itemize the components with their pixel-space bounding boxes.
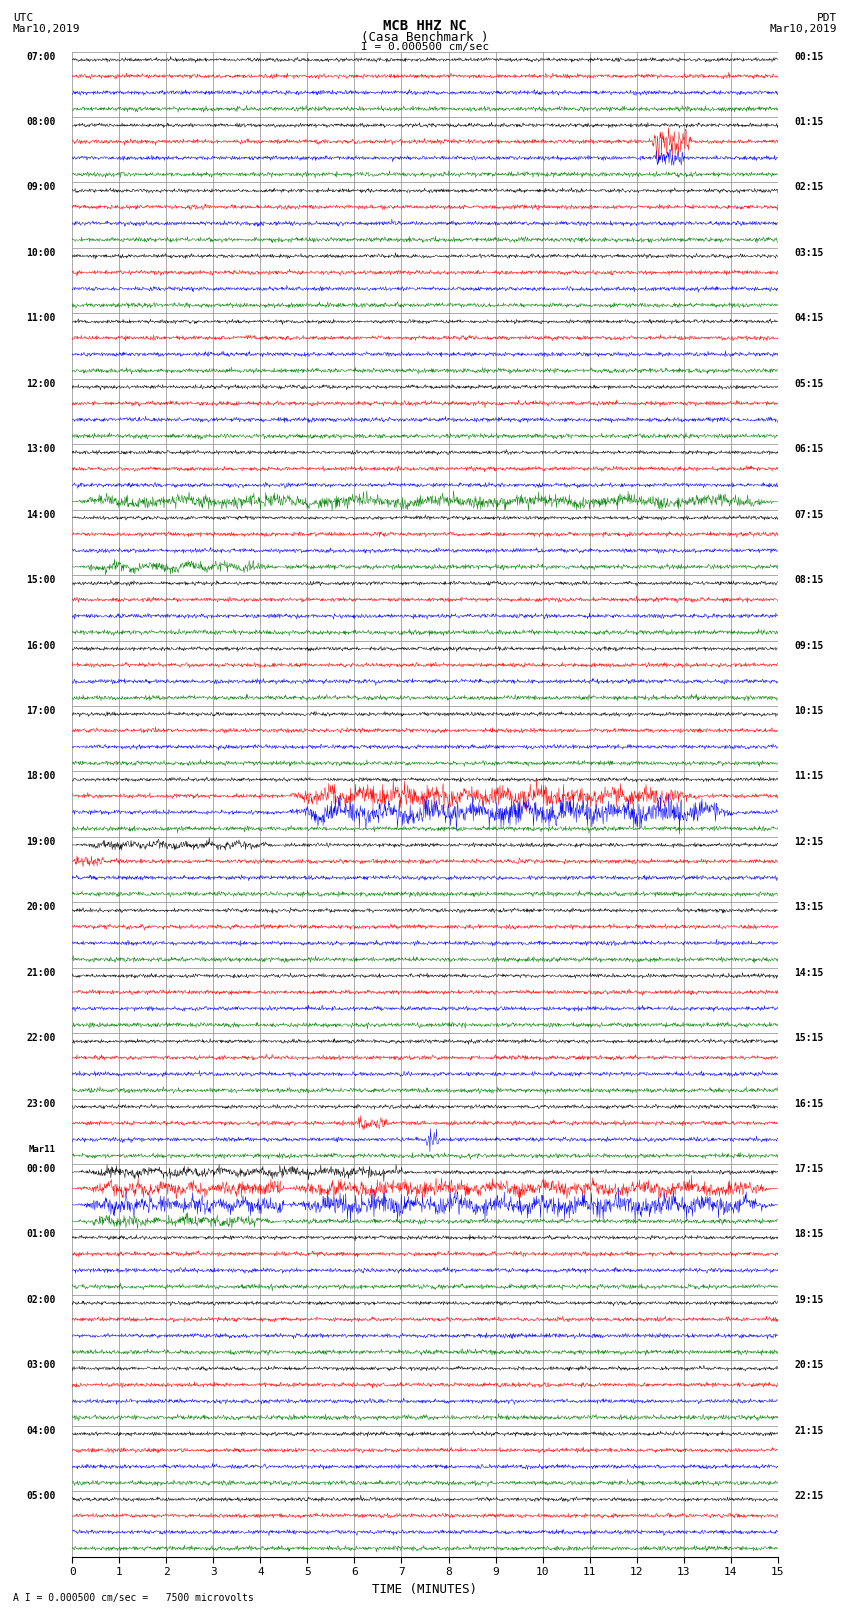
Text: MCB HHZ NC: MCB HHZ NC — [383, 19, 467, 34]
Text: 18:15: 18:15 — [794, 1229, 824, 1239]
Text: 22:15: 22:15 — [794, 1490, 824, 1502]
Text: 07:00: 07:00 — [26, 52, 56, 61]
Text: 05:15: 05:15 — [794, 379, 824, 389]
Text: 12:00: 12:00 — [26, 379, 56, 389]
Text: 20:00: 20:00 — [26, 902, 56, 913]
Text: 20:15: 20:15 — [794, 1360, 824, 1371]
Text: 03:15: 03:15 — [794, 248, 824, 258]
Text: 19:00: 19:00 — [26, 837, 56, 847]
Text: 10:15: 10:15 — [794, 706, 824, 716]
Text: A I = 0.000500 cm/sec =   7500 microvolts: A I = 0.000500 cm/sec = 7500 microvolts — [13, 1594, 253, 1603]
Text: 08:00: 08:00 — [26, 118, 56, 127]
Text: 11:00: 11:00 — [26, 313, 56, 323]
Text: 06:15: 06:15 — [794, 444, 824, 455]
Text: 05:00: 05:00 — [26, 1490, 56, 1502]
Text: PDT: PDT — [817, 13, 837, 23]
Text: 16:00: 16:00 — [26, 640, 56, 650]
Text: 16:15: 16:15 — [794, 1098, 824, 1108]
Text: Mar10,2019: Mar10,2019 — [770, 24, 837, 34]
Text: 22:00: 22:00 — [26, 1032, 56, 1044]
Text: 11:15: 11:15 — [794, 771, 824, 781]
Text: 14:00: 14:00 — [26, 510, 56, 519]
Text: 02:15: 02:15 — [794, 182, 824, 192]
Text: 23:00: 23:00 — [26, 1098, 56, 1108]
Text: 02:00: 02:00 — [26, 1295, 56, 1305]
Text: 15:00: 15:00 — [26, 576, 56, 586]
Text: 13:00: 13:00 — [26, 444, 56, 455]
Text: 18:00: 18:00 — [26, 771, 56, 781]
Text: 15:15: 15:15 — [794, 1032, 824, 1044]
Text: 21:00: 21:00 — [26, 968, 56, 977]
Text: 00:15: 00:15 — [794, 52, 824, 61]
Text: UTC: UTC — [13, 13, 33, 23]
Text: (Casa Benchmark ): (Casa Benchmark ) — [361, 31, 489, 44]
Text: Mar11: Mar11 — [29, 1145, 56, 1155]
Text: 14:15: 14:15 — [794, 968, 824, 977]
Text: 17:15: 17:15 — [794, 1165, 824, 1174]
Text: I = 0.000500 cm/sec: I = 0.000500 cm/sec — [361, 42, 489, 52]
Text: 17:00: 17:00 — [26, 706, 56, 716]
X-axis label: TIME (MINUTES): TIME (MINUTES) — [372, 1582, 478, 1595]
Text: 19:15: 19:15 — [794, 1295, 824, 1305]
Text: 09:00: 09:00 — [26, 182, 56, 192]
Text: 03:00: 03:00 — [26, 1360, 56, 1371]
Text: 04:15: 04:15 — [794, 313, 824, 323]
Text: 21:15: 21:15 — [794, 1426, 824, 1436]
Text: 07:15: 07:15 — [794, 510, 824, 519]
Text: 01:00: 01:00 — [26, 1229, 56, 1239]
Text: 13:15: 13:15 — [794, 902, 824, 913]
Text: 01:15: 01:15 — [794, 118, 824, 127]
Text: 10:00: 10:00 — [26, 248, 56, 258]
Text: 00:00: 00:00 — [26, 1165, 56, 1174]
Text: Mar10,2019: Mar10,2019 — [13, 24, 80, 34]
Text: 08:15: 08:15 — [794, 576, 824, 586]
Text: 12:15: 12:15 — [794, 837, 824, 847]
Text: 04:00: 04:00 — [26, 1426, 56, 1436]
Text: 09:15: 09:15 — [794, 640, 824, 650]
